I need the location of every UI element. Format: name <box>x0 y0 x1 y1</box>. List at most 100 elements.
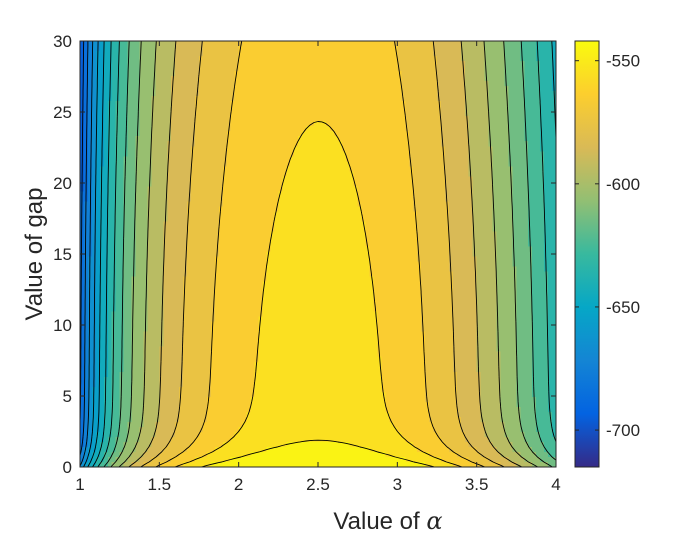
contour-cell <box>298 186 303 192</box>
contour-cell <box>187 156 192 162</box>
contour-cell <box>476 171 482 177</box>
contour-cell <box>87 156 93 162</box>
contour-cell <box>532 211 537 218</box>
contour-cell <box>433 161 438 167</box>
contour-cell <box>310 181 315 187</box>
contour-cell <box>508 46 513 52</box>
contour-cell <box>373 61 379 67</box>
contour-cell <box>437 56 442 62</box>
contour-cell <box>238 156 244 162</box>
contour-cell <box>262 236 268 243</box>
contour-cell <box>266 56 271 62</box>
contour-cell <box>472 101 478 107</box>
contour-cell <box>552 156 557 162</box>
contour-cell <box>298 191 303 197</box>
contour-cell <box>353 196 359 202</box>
contour-cell <box>429 231 434 238</box>
contour-cell <box>99 211 105 218</box>
contour-cell <box>512 171 517 177</box>
contour-cell <box>290 66 295 72</box>
contour-cell <box>488 171 494 177</box>
contour-cell <box>290 111 295 117</box>
contour-cell <box>401 131 406 137</box>
contour-cell <box>448 86 454 92</box>
contour-cell <box>421 116 426 122</box>
contour-cell <box>401 86 406 92</box>
contour-cell <box>460 186 466 192</box>
contour-cell <box>206 211 212 218</box>
contour-cell <box>528 216 533 223</box>
contour-cell <box>536 41 541 47</box>
contour-cell <box>377 156 383 162</box>
contour-cell <box>270 241 275 248</box>
contour-cell <box>405 221 410 228</box>
contour-cell <box>91 111 97 117</box>
contour-cell <box>444 221 450 228</box>
contour-cell <box>290 231 295 238</box>
contour-cell <box>99 221 105 228</box>
contour-cell <box>318 76 323 82</box>
contour-cell <box>361 56 367 62</box>
contour-cell <box>377 106 383 112</box>
contour-cell <box>464 241 470 248</box>
contour-cell <box>377 96 383 102</box>
contour-cell <box>111 96 117 102</box>
contour-cell <box>302 161 307 167</box>
contour-cell <box>314 201 319 207</box>
contour-cell <box>206 166 212 172</box>
contour-cell <box>135 171 141 177</box>
contour-cell <box>532 91 537 97</box>
contour-cell <box>266 186 271 192</box>
contour-cell <box>452 86 458 92</box>
contour-cell <box>183 101 188 107</box>
contour-cell <box>290 216 295 223</box>
contour-cell <box>310 56 315 62</box>
contour-cell <box>472 46 478 52</box>
contour-cell <box>123 101 129 107</box>
contour-cell <box>167 211 172 218</box>
contour-cell <box>222 166 228 172</box>
contour-cell <box>167 81 172 87</box>
contour-cell <box>325 236 331 243</box>
contour-cell <box>544 221 549 228</box>
contour-cell <box>444 141 450 147</box>
contour-cell <box>282 191 287 197</box>
contour-cell <box>444 56 450 62</box>
contour-cell <box>496 146 502 152</box>
contour-cell <box>135 176 141 182</box>
contour-cell <box>357 141 363 147</box>
contour-cell <box>234 141 240 147</box>
contour-cell <box>341 171 347 177</box>
contour-cell <box>448 151 454 157</box>
contour-cell <box>151 121 156 127</box>
contour-cell <box>353 181 359 187</box>
contour-cell <box>325 186 331 192</box>
contour-cell <box>258 171 264 177</box>
contour-cell <box>199 131 204 137</box>
contour-cell <box>270 76 275 82</box>
contour-cell <box>528 156 533 162</box>
contour-cell <box>397 56 402 62</box>
contour-cell <box>262 141 268 147</box>
contour-cell <box>504 131 509 137</box>
contour-cell <box>417 96 422 102</box>
contour-cell <box>147 71 152 77</box>
contour-cell <box>218 126 224 132</box>
contour-cell <box>353 146 359 152</box>
contour-cell <box>377 206 383 212</box>
contour-cell <box>103 76 109 82</box>
contour-cell <box>456 91 462 97</box>
contour-cell <box>206 96 212 102</box>
contour-cell <box>163 41 168 47</box>
contour-cell <box>246 116 252 122</box>
contour-cell <box>139 91 145 97</box>
contour-cell <box>421 136 426 142</box>
contour-cell <box>488 96 494 102</box>
contour-cell <box>103 216 109 223</box>
contour-cell <box>524 206 529 212</box>
contour-cell <box>87 96 93 102</box>
contour-cell <box>246 136 252 142</box>
contour-cell <box>349 201 355 207</box>
contour-cell <box>83 51 89 57</box>
contour-cell <box>91 141 97 147</box>
